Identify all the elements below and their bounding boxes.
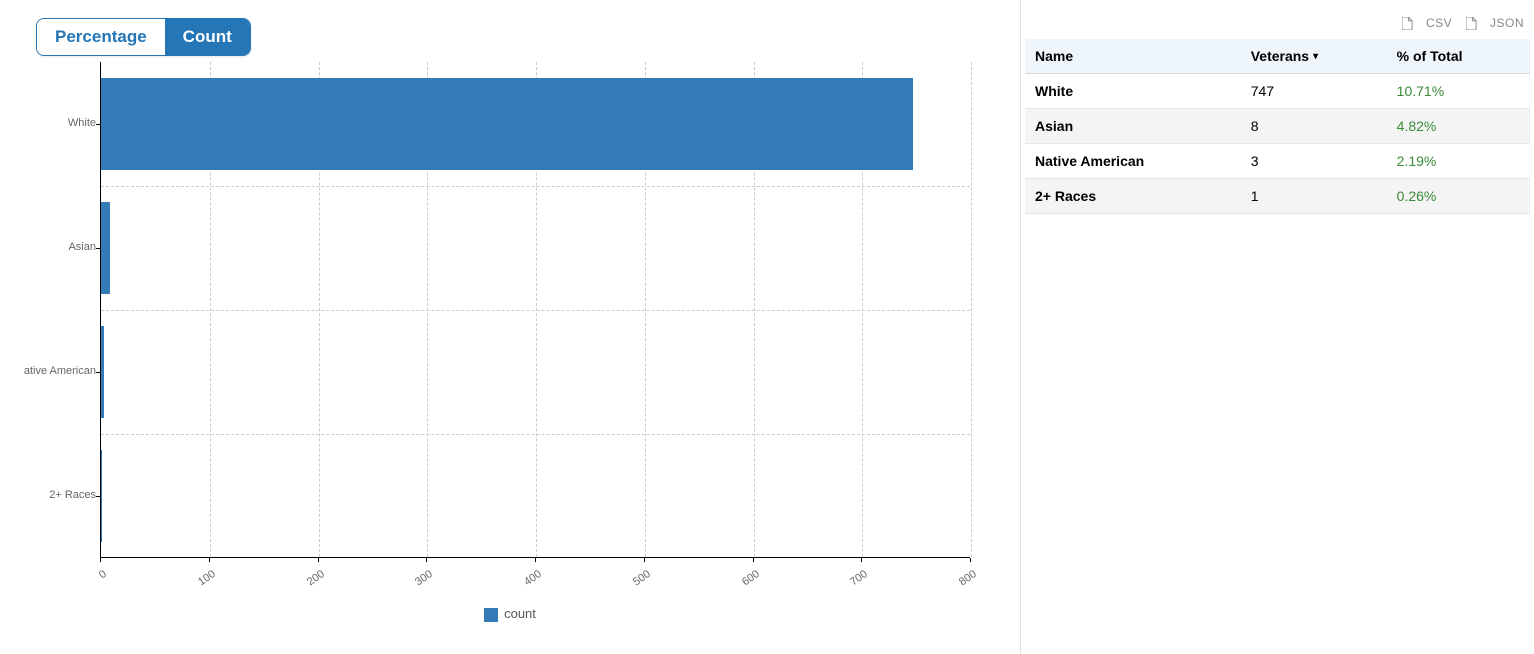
x-tick — [100, 558, 101, 562]
cell-name: White — [1025, 73, 1241, 108]
table-row: White74710.71% — [1025, 73, 1530, 108]
y-axis-label: ative American — [20, 365, 96, 377]
x-axis-label: 700 — [839, 568, 870, 595]
chart-panel: PercentageCount White Asian ative American… — [0, 0, 1021, 654]
export-csv-label: CSV — [1426, 16, 1452, 30]
view-toggle-group: PercentageCount — [36, 18, 251, 56]
x-tick — [426, 558, 427, 562]
y-tick — [96, 248, 100, 249]
x-axis-label: 300 — [404, 568, 435, 595]
column-header-veterans[interactable]: Veterans▾ — [1241, 39, 1387, 74]
bar[interactable] — [101, 326, 104, 418]
cell-name: 2+ Races — [1025, 178, 1241, 213]
cell-veterans: 3 — [1241, 143, 1387, 178]
table-row: 2+ Races10.26% — [1025, 178, 1530, 213]
gridline-vertical — [971, 62, 972, 557]
y-axis-label: 2+ Races — [20, 489, 96, 501]
export-json-label: JSON — [1490, 16, 1524, 30]
cell-veterans: 747 — [1241, 73, 1387, 108]
x-axis-label: 500 — [621, 568, 652, 595]
file-icon — [1402, 17, 1413, 30]
x-axis-label: 200 — [295, 568, 326, 595]
x-tick — [970, 558, 971, 562]
chart-legend: count — [20, 606, 1000, 622]
x-tick — [318, 558, 319, 562]
x-axis-label: 800 — [947, 568, 978, 595]
x-axis-label: 400 — [512, 568, 543, 595]
export-json-button[interactable]: JSON — [1466, 16, 1524, 30]
cell-pct: 2.19% — [1387, 143, 1530, 178]
bar[interactable] — [101, 78, 913, 170]
y-axis-label: Asian — [20, 241, 96, 253]
x-tick — [644, 558, 645, 562]
plot-area — [100, 62, 970, 558]
gridline-horizontal — [101, 310, 970, 311]
cell-pct: 4.82% — [1387, 108, 1530, 143]
bar[interactable] — [101, 202, 110, 294]
table-row: Native American32.19% — [1025, 143, 1530, 178]
legend-swatch — [484, 608, 498, 622]
x-axis-label: 0 — [77, 568, 108, 595]
bar[interactable] — [101, 450, 102, 542]
table-panel: CSV JSON NameVeterans▾% of Total White74… — [1021, 0, 1534, 654]
cell-name: Asian — [1025, 108, 1241, 143]
legend-label: count — [504, 606, 536, 621]
table-row: Asian84.82% — [1025, 108, 1530, 143]
cell-veterans: 8 — [1241, 108, 1387, 143]
x-tick — [753, 558, 754, 562]
y-tick — [96, 124, 100, 125]
y-axis-label: White — [20, 117, 96, 129]
gridline-horizontal — [101, 186, 970, 187]
x-tick — [861, 558, 862, 562]
sort-caret-icon: ▾ — [1313, 51, 1318, 62]
x-tick — [535, 558, 536, 562]
toggle-count[interactable]: Count — [165, 19, 250, 55]
cell-veterans: 1 — [1241, 178, 1387, 213]
y-tick — [96, 496, 100, 497]
x-axis-label: 600 — [730, 568, 761, 595]
file-icon — [1466, 17, 1477, 30]
gridline-horizontal — [101, 434, 970, 435]
data-table: NameVeterans▾% of Total White74710.71%As… — [1025, 39, 1530, 214]
bar-chart: White Asian ative American 2+ Races 0 100 200… — [20, 62, 1000, 622]
toggle-percentage[interactable]: Percentage — [37, 19, 165, 55]
column-header-pct: % of Total — [1387, 39, 1530, 74]
column-header-name: Name — [1025, 39, 1241, 74]
cell-name: Native American — [1025, 143, 1241, 178]
export-links: CSV JSON — [1021, 16, 1534, 33]
x-tick — [209, 558, 210, 562]
cell-pct: 10.71% — [1387, 73, 1530, 108]
y-tick — [96, 372, 100, 373]
x-axis-label: 100 — [186, 568, 217, 595]
export-csv-button[interactable]: CSV — [1402, 16, 1452, 30]
cell-pct: 0.26% — [1387, 178, 1530, 213]
